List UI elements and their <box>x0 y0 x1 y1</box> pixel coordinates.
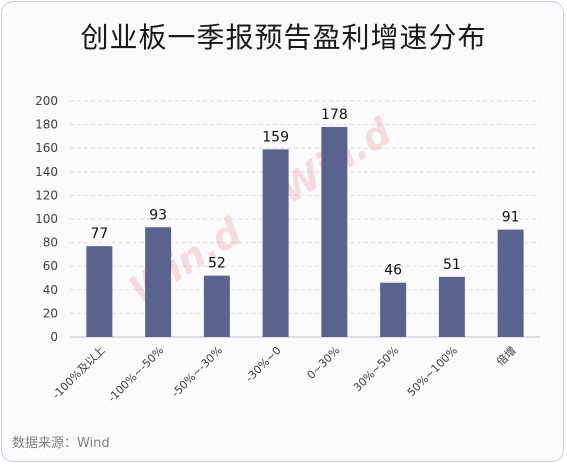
source-note: 数据来源：Wind <box>12 436 110 451</box>
data-label: 52 <box>208 256 226 272</box>
bar-1 <box>145 227 172 337</box>
x-tick-label: 倍增 <box>493 343 518 368</box>
data-label: 93 <box>149 207 167 223</box>
bar-0 <box>86 246 113 337</box>
y-tick-label: 140 <box>35 165 58 179</box>
x-tick-label: 50%~100% <box>405 344 460 399</box>
x-tick-label: -100%及以上 <box>50 344 108 402</box>
x-tick-label: -50%~-30% <box>169 344 225 400</box>
bar-2 <box>203 275 230 337</box>
bar-6 <box>438 276 465 337</box>
x-tick-label: -100%~-50% <box>105 344 166 405</box>
bar-3 <box>262 149 289 337</box>
y-tick-label: 200 <box>35 94 58 108</box>
y-tick-label: 180 <box>35 118 58 132</box>
x-tick-label: 0~30% <box>305 344 343 382</box>
y-tick-label: 20 <box>43 306 58 320</box>
bar-4 <box>321 126 348 338</box>
y-tick-label: 0 <box>50 330 58 344</box>
data-label: 46 <box>384 263 402 279</box>
y-tick-label: 40 <box>43 283 58 297</box>
data-label: 159 <box>262 129 289 145</box>
y-tick-label: 120 <box>35 188 58 202</box>
data-label: 77 <box>90 226 108 242</box>
x-tick-label: -30%~0 <box>243 344 284 385</box>
data-label: 51 <box>443 257 461 273</box>
chart-title: 创业板一季报预告盈利增速分布 <box>80 21 487 54</box>
x-tick-label: 30%~50% <box>351 344 401 394</box>
watermark-text: Win.d <box>121 209 250 312</box>
y-tick-label: 100 <box>35 212 58 226</box>
data-label: 178 <box>321 107 348 123</box>
bar-7 <box>497 229 524 337</box>
data-label: 91 <box>502 210 520 226</box>
y-tick-label: 80 <box>43 236 58 250</box>
bar-5 <box>380 282 407 337</box>
y-tick-label: 160 <box>35 141 58 155</box>
y-tick-label: 60 <box>43 259 58 273</box>
bar-chart: 020406080100120140160180200Win.dWin.d77-… <box>35 94 540 405</box>
